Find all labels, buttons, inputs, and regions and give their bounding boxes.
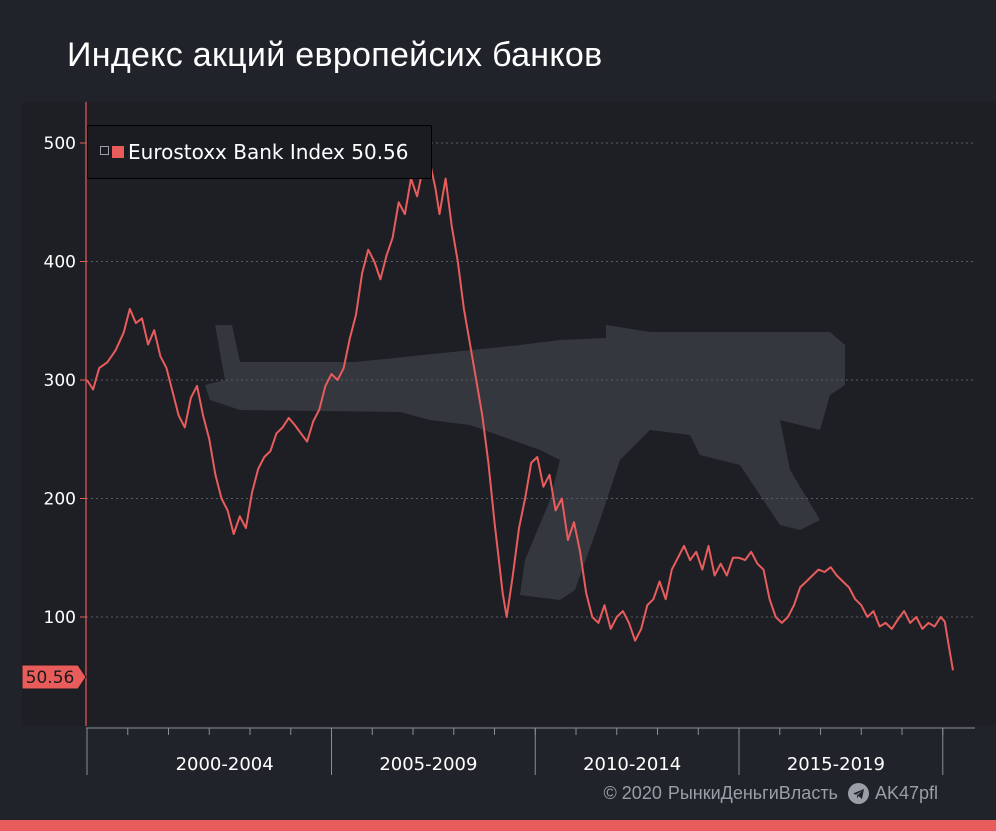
y-tick-label: 300 <box>44 371 76 391</box>
legend-label: Eurostoxx Bank Index 50.56 <box>128 140 409 164</box>
x-tick-label: 2010-2014 <box>583 754 681 775</box>
page-title: Индекс акций европейсих банков <box>67 36 603 74</box>
watermark-rifle-icon <box>205 325 845 600</box>
y-tick-label: 400 <box>44 253 76 273</box>
x-axis: 2000-2004 2005-2009 2010-2014 2015-2019 <box>86 727 975 775</box>
series-group <box>86 151 954 671</box>
last-value-label: 50.56 <box>21 664 87 690</box>
grid <box>86 142 975 618</box>
legend-toggle-icon[interactable] <box>100 145 109 155</box>
telegram-icon <box>847 783 869 804</box>
y-tick-label: 500 <box>44 134 76 154</box>
legend-swatch <box>112 146 124 158</box>
footer-channel: AK47pfl <box>874 783 938 803</box>
bottom-accent-bar <box>0 820 996 831</box>
x-tick-label: 2000-2004 <box>176 754 274 775</box>
y-tick-label: 200 <box>44 490 76 510</box>
legend[interactable]: Eurostoxx Bank Index 50.56 <box>87 125 432 179</box>
series-line <box>86 151 954 671</box>
last-value-tag <box>21 664 87 690</box>
y-tick-label: 100 <box>44 608 76 628</box>
footer-brand: РынкиДеньгиВласть <box>667 783 838 803</box>
y-axis: 100 200 300 400 500 <box>44 102 87 726</box>
x-tick-label: 2005-2009 <box>379 754 477 775</box>
x-tick-label: 2015-2019 <box>787 754 885 775</box>
footer-copyright: © 2020 <box>603 783 662 803</box>
footer: © 2020 РынкиДеньгиВласть AK47pfl <box>604 783 938 804</box>
last-value-text: 50.56 <box>26 668 75 688</box>
